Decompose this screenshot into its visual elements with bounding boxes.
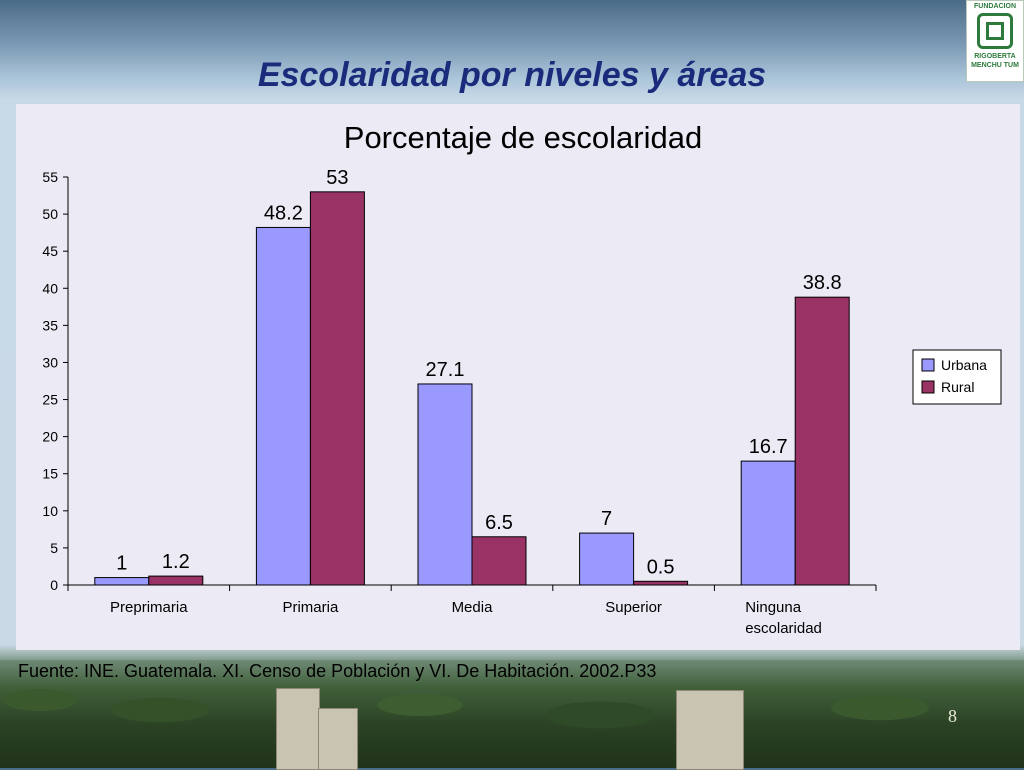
y-tick-label: 0	[50, 577, 58, 593]
x-category-label: Primaria	[282, 599, 338, 616]
y-tick-label: 30	[42, 354, 58, 370]
page-number: 8	[948, 706, 957, 726]
y-tick-label: 40	[42, 280, 58, 296]
source-note: Fuente: INE. Guatemala. XI. Censo de Pob…	[18, 661, 657, 681]
logo-top-text: FUNDACION	[974, 3, 1016, 10]
y-tick-label: 20	[42, 429, 58, 445]
bar-urbana	[255, 226, 311, 586]
y-tick-label: 50	[42, 206, 58, 222]
y-tick-label: 25	[42, 392, 58, 408]
bar-chart: Porcentaje de escolaridad 0 5 10 15 20 25 30 35 4…	[42, 120, 1002, 637]
data-label: 0.5	[647, 556, 675, 578]
y-tick-label: 15	[42, 466, 58, 482]
y-tick-label: 5	[50, 540, 58, 556]
x-category-label: Ninguna	[745, 599, 802, 616]
y-tick-label: 45	[42, 243, 58, 259]
logo-bottom-line1: RIGOBERTA	[974, 53, 1016, 60]
temple-left-small	[318, 708, 358, 770]
foundation-logo: FUNDACION RIGOBERTA MENCHU TUM	[966, 0, 1024, 82]
bar-urbana	[740, 460, 796, 586]
data-label: 38.8	[803, 272, 842, 294]
data-label: 7	[601, 508, 612, 530]
forest-background	[0, 660, 1024, 770]
bar-rural	[633, 580, 689, 586]
bar-rural	[471, 536, 527, 586]
temple-right	[676, 690, 744, 770]
x-category-label: escolaridad	[745, 620, 822, 637]
y-tick-label: 10	[42, 503, 58, 519]
x-category-label: Superior	[605, 599, 662, 616]
bar-rural	[309, 191, 365, 586]
legend-swatch-urbana	[921, 358, 935, 372]
legend-label: Urbana	[941, 357, 987, 373]
x-category-label: Media	[452, 599, 494, 616]
logo-bottom-line2: MENCHU TUM	[971, 62, 1019, 69]
data-label: 6.5	[485, 512, 513, 534]
legend-swatch-rural	[921, 380, 935, 394]
data-label: 1.2	[162, 551, 190, 573]
data-label: 53	[326, 167, 348, 189]
slide-title: Escolaridad por niveles y áreas	[257, 56, 767, 94]
x-category-label: Preprimaria	[110, 599, 188, 616]
legend-label: Rural	[941, 379, 974, 395]
data-label: 48.2	[264, 202, 303, 224]
temple-left	[276, 688, 320, 770]
data-label: 16.7	[749, 436, 788, 458]
chart-panel: Porcentaje de escolaridad 0 5 10 15 20 25 30 35 4…	[16, 104, 1020, 650]
logo-bottom-text: RIGOBERTA MENCHU TUM	[967, 52, 1023, 70]
data-label: 27.1	[426, 359, 465, 381]
chart-title: Porcentaje de escolaridad	[344, 120, 702, 155]
data-label: 1	[116, 553, 127, 575]
logo-glyph-icon	[977, 13, 1013, 49]
bar-rural	[794, 296, 850, 586]
bar-urbana	[579, 532, 635, 586]
y-tick-label: 35	[42, 317, 58, 333]
y-tick-label: 55	[42, 169, 58, 185]
bar-rural	[148, 575, 204, 586]
bar-urbana	[417, 383, 473, 586]
bar-urbana	[94, 577, 150, 586]
